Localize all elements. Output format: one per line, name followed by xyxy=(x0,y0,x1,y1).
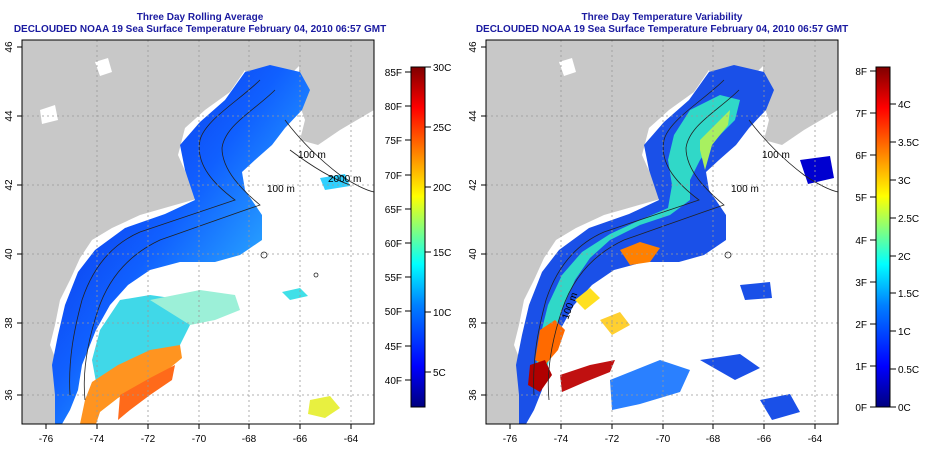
right-cb-f-3: 3F xyxy=(855,278,867,289)
right-y-tick-44: 44 xyxy=(468,110,479,122)
left-sst-cyan-region xyxy=(92,295,190,382)
right-y-tick-46: 46 xyxy=(468,41,479,53)
left-panel-subtitle: DECLOUDED NOAA 19 Sea Surface Temperatur… xyxy=(13,24,387,35)
right-cb-f-8: 8F xyxy=(855,67,867,78)
right-y-tick-42: 42 xyxy=(468,179,479,191)
right-x-tick-4: -70 xyxy=(656,434,671,445)
left-colorbar: 40F 45F 50F 55F 60F 65F 70F 75F 80F 85F … xyxy=(385,63,451,408)
right-cb-c-1: 1C xyxy=(898,327,911,338)
left-x-tick-3: -72 xyxy=(141,434,156,445)
right-y-tick-38: 38 xyxy=(468,317,479,329)
right-cb-c-25: 2.5C xyxy=(898,214,919,225)
right-x-tick-5: -68 xyxy=(706,434,721,445)
right-cb-c-3: 3C xyxy=(898,176,911,187)
left-cb-c-20: 20C xyxy=(433,183,451,194)
right-x-tick-7: -64 xyxy=(808,434,823,445)
left-cb-c-15: 15C xyxy=(433,248,451,259)
left-y-tick-38: 38 xyxy=(4,317,15,329)
right-cb-c-0: 0C xyxy=(898,403,911,414)
right-cb-c-4: 4C xyxy=(898,100,911,111)
left-cb-c-30: 30C xyxy=(433,63,451,74)
right-cb-f-2: 2F xyxy=(855,320,867,331)
right-x-tick-1: -76 xyxy=(503,434,518,445)
right-y-tick-40: 40 xyxy=(468,248,479,260)
left-contour-label-2: 2000 m xyxy=(328,174,361,185)
left-cb-f-75: 75F xyxy=(385,136,402,147)
right-nova-scotia xyxy=(762,40,838,145)
right-cb-c-05: 0.5C xyxy=(898,365,919,376)
left-sst-gulfstream xyxy=(80,345,182,424)
left-cb-f-70: 70F xyxy=(385,171,402,182)
left-cb-f-65: 65F xyxy=(385,205,402,216)
right-x-tick-3: -72 xyxy=(605,434,620,445)
right-cb-f-7: 7F xyxy=(855,109,867,120)
left-y-tick-36: 36 xyxy=(4,389,15,401)
right-cb-c-35: 3.5C xyxy=(898,138,919,149)
right-cb-c-2: 2C xyxy=(898,252,911,263)
left-y-tick-40: 40 xyxy=(4,248,15,260)
right-cb-f-1: 1F xyxy=(855,362,867,373)
left-sst-blue-region xyxy=(52,65,310,424)
left-panel-title: Three Day Rolling Average xyxy=(136,12,264,23)
left-cb-f-50: 50F xyxy=(385,307,402,318)
right-var-hot xyxy=(535,320,565,365)
left-x-tick-7: -64 xyxy=(344,434,359,445)
right-map-area xyxy=(486,40,838,424)
left-cb-c-25: 25C xyxy=(433,123,451,134)
right-x-tick-6: -66 xyxy=(757,434,772,445)
left-x-tick-2: -74 xyxy=(90,434,105,445)
left-x-tick-1: -76 xyxy=(39,434,54,445)
left-cb-f-55: 55F xyxy=(385,273,402,284)
right-colorbar: 0F 1F 2F 3F 4F 5F 6F 7F 8F 0C 0.5C 1C 1.… xyxy=(855,66,919,414)
right-x-tick-2: -74 xyxy=(554,434,569,445)
right-cb-f-4: 4F xyxy=(855,236,867,247)
left-land-mass xyxy=(22,40,250,424)
left-cb-f-80: 80F xyxy=(385,102,402,113)
right-contour-label-2: 100 m xyxy=(731,184,759,195)
left-map-area xyxy=(22,40,374,424)
left-x-tick-5: -68 xyxy=(242,434,257,445)
left-cb-f-40: 40F xyxy=(385,376,402,387)
left-cb-f-85: 85F xyxy=(385,68,402,79)
right-contour-label-1: 100 m xyxy=(762,150,790,161)
left-cb-f-60: 60F xyxy=(385,239,402,250)
right-x-axis xyxy=(509,424,816,429)
left-x-tick-6: -66 xyxy=(293,434,308,445)
right-cb-f-0: 0F xyxy=(855,403,867,414)
left-contour-label-3: 100 m xyxy=(267,184,295,195)
right-panel-subtitle: DECLOUDED NOAA 19 Sea Surface Temperatur… xyxy=(475,24,849,35)
right-var-shelf xyxy=(535,95,740,380)
left-y-tick-44: 44 xyxy=(4,110,15,122)
right-y-tick-36: 36 xyxy=(468,389,479,401)
right-cb-f-6: 6F xyxy=(855,151,867,162)
left-y-axis xyxy=(17,46,22,396)
left-x-tick-4: -70 xyxy=(192,434,207,445)
right-cb-f-5: 5F xyxy=(855,193,867,204)
left-cb-f-45: 45F xyxy=(385,342,402,353)
right-land-mass xyxy=(486,40,714,424)
left-y-tick-42: 42 xyxy=(4,179,15,191)
right-y-axis xyxy=(481,46,486,396)
left-y-tick-46: 46 xyxy=(4,41,15,53)
left-cb-c-5: 5C xyxy=(433,368,446,379)
right-panel-title: Three Day Temperature Variability xyxy=(581,12,743,23)
left-nova-scotia xyxy=(298,40,374,145)
right-cb-c-15: 1.5C xyxy=(898,289,919,300)
left-x-axis xyxy=(45,424,352,429)
left-contour-label-1: 100 m xyxy=(298,150,326,161)
left-cb-c-10: 10C xyxy=(433,308,451,319)
